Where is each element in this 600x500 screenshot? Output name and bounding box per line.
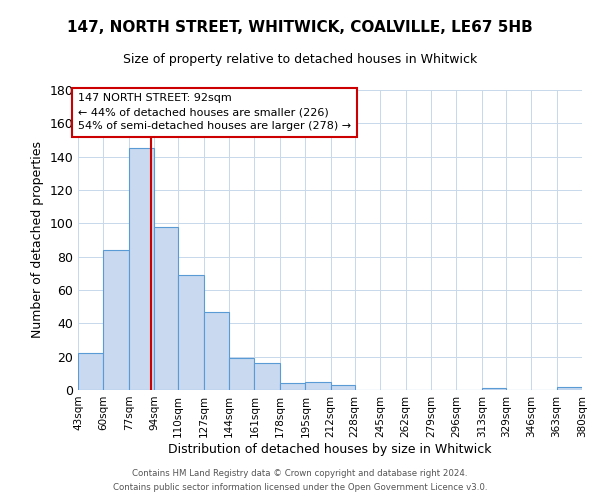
Bar: [331, 385, 355, 390]
Y-axis label: Number of detached properties: Number of detached properties: [31, 142, 44, 338]
Bar: [203, 312, 229, 390]
Text: 147 NORTH STREET: 92sqm
← 44% of detached houses are smaller (226)
54% of semi-d: 147 NORTH STREET: 92sqm ← 44% of detache…: [78, 94, 351, 132]
Bar: [557, 386, 582, 390]
X-axis label: Distribution of detached houses by size in Whitwick: Distribution of detached houses by size …: [168, 442, 492, 456]
Text: Contains HM Land Registry data © Crown copyright and database right 2024.: Contains HM Land Registry data © Crown c…: [132, 468, 468, 477]
Bar: [154, 226, 178, 390]
Text: 147, NORTH STREET, WHITWICK, COALVILLE, LE67 5HB: 147, NORTH STREET, WHITWICK, COALVILLE, …: [67, 20, 533, 35]
Text: Contains public sector information licensed under the Open Government Licence v3: Contains public sector information licen…: [113, 484, 487, 492]
Bar: [78, 354, 103, 390]
Bar: [178, 275, 203, 390]
Bar: [254, 364, 280, 390]
Text: Size of property relative to detached houses in Whitwick: Size of property relative to detached ho…: [123, 52, 477, 66]
Bar: [280, 384, 305, 390]
Bar: [482, 388, 506, 390]
Bar: [103, 250, 129, 390]
Bar: [229, 358, 254, 390]
Bar: [305, 382, 331, 390]
Bar: [129, 148, 154, 390]
